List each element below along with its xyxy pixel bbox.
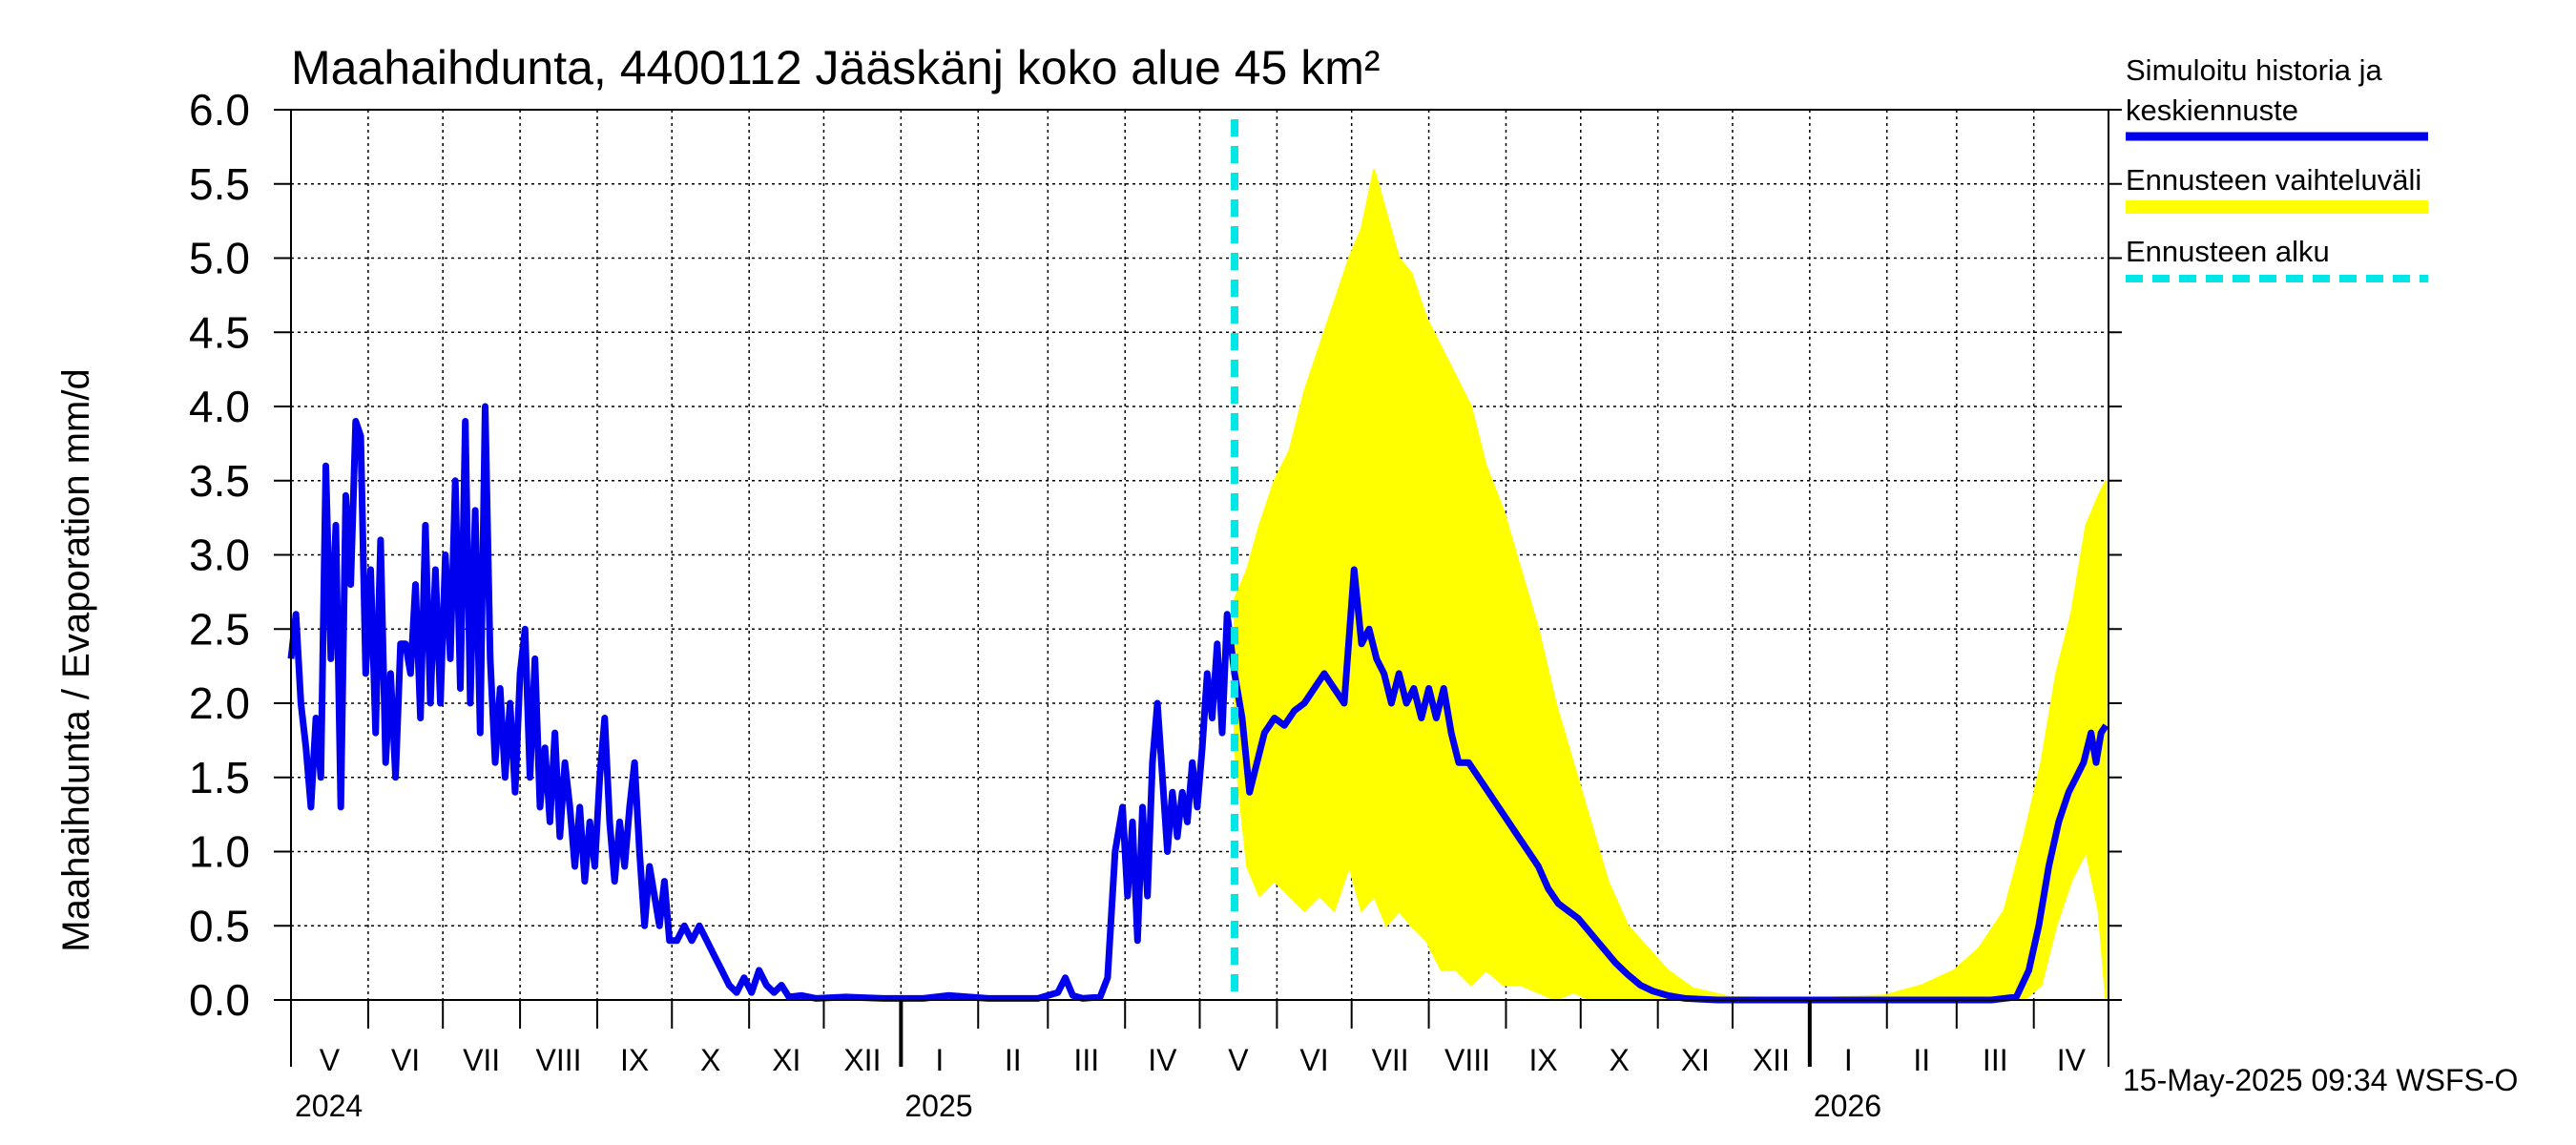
month-label: VII	[1372, 1043, 1409, 1077]
year-label: 2026	[1814, 1089, 1881, 1123]
forecast-range-band	[1233, 168, 2108, 1002]
y-tick-label: 2.5	[189, 604, 250, 654]
timestamp-footer: 15-May-2025 09:34 WSFS-O	[2123, 1063, 2518, 1097]
legend-start-label: Ennusteen alku	[2126, 235, 2330, 268]
month-label: IV	[1148, 1043, 1177, 1077]
history-series-line	[287, 403, 2109, 1004]
y-tick-label: 4.5	[189, 307, 250, 357]
forecast-range-area	[1233, 168, 2108, 1002]
month-label: IV	[2057, 1043, 2087, 1077]
y-tick-label: 3.5	[189, 456, 250, 506]
month-label: III	[1073, 1043, 1099, 1077]
y-tick-label: 1.5	[189, 753, 250, 802]
month-label: XI	[1681, 1043, 1710, 1077]
month-label: VII	[463, 1043, 500, 1077]
month-label: VIII	[1444, 1043, 1490, 1077]
y-tick-label: 5.0	[189, 234, 250, 283]
month-label: VI	[391, 1043, 420, 1077]
y-tick-labels: 0.0 0.5 1.0 1.5 2.0 2.5 3.0 3.5 4.0 4.5 5.0 5.5 6.0	[189, 85, 2122, 1025]
y-tick-label: 1.0	[189, 827, 250, 877]
y-tick-label: 6.0	[189, 85, 250, 135]
month-label: II	[1913, 1043, 1930, 1077]
month-label: I	[935, 1043, 944, 1077]
month-label: X	[700, 1043, 720, 1077]
legend-history-label-1: Simuloitu historia ja	[2126, 53, 2383, 87]
month-label: V	[320, 1043, 341, 1077]
month-label: V	[1228, 1043, 1249, 1077]
y-tick-label: 3.0	[189, 531, 250, 580]
legend-history-label-2: keskiennuste	[2126, 94, 2298, 127]
legend-range-label: Ennusteen vaihteluväli	[2126, 163, 2421, 197]
month-label: VIII	[536, 1043, 582, 1077]
month-label: XII	[843, 1043, 881, 1077]
month-label: IX	[1529, 1043, 1558, 1077]
month-label: VI	[1299, 1043, 1328, 1077]
y-axis-label: Maahaihdunta / Evaporation mm/d	[55, 368, 97, 951]
year-label: 2025	[904, 1089, 972, 1123]
y-tick-label: 0.0	[189, 975, 250, 1025]
year-label: 2024	[295, 1089, 363, 1123]
y-tick-label: 2.0	[189, 678, 250, 728]
month-label: II	[1005, 1043, 1022, 1077]
y-tick-label: 4.0	[189, 382, 250, 431]
month-label: XII	[1753, 1043, 1790, 1077]
legend: Simuloitu historia ja keskiennuste Ennus…	[2126, 53, 2428, 282]
x-axis-months: V VI VII VIII IX X XI XII I II III IV V VI VII VIII IX X X…	[290, 1000, 2087, 1123]
month-label: III	[1983, 1043, 2008, 1077]
history-line	[287, 403, 2109, 1004]
y-tick-label: 5.5	[189, 159, 250, 209]
month-label: X	[1610, 1043, 1630, 1077]
chart-title: Maahaihdunta, 4400112 Jääskänj koko alue…	[291, 41, 1381, 94]
y-tick-label: 0.5	[189, 901, 250, 950]
month-label: I	[1844, 1043, 1853, 1077]
month-label: IX	[620, 1043, 649, 1077]
month-label: XI	[772, 1043, 800, 1077]
